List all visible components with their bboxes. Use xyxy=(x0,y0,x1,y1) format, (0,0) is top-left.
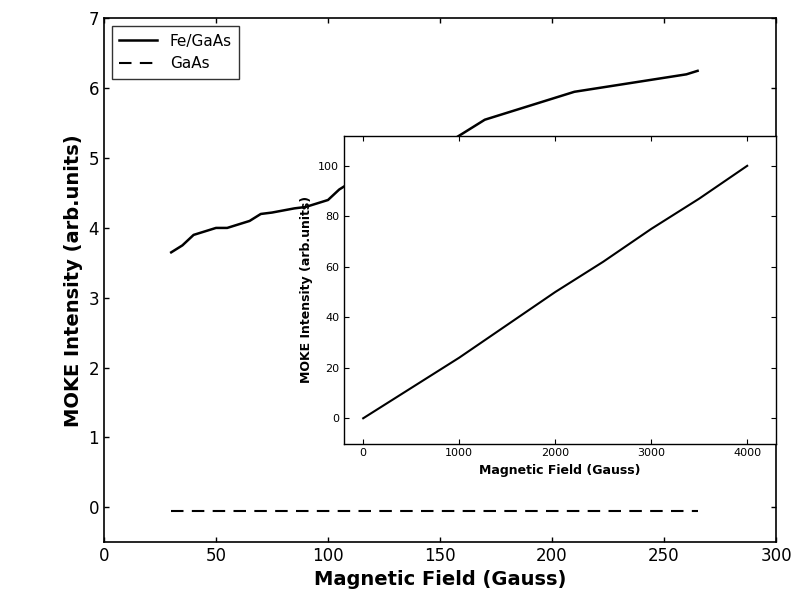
GaAs xyxy=(323,507,333,514)
Y-axis label: MOKE Intensity (arb.units): MOKE Intensity (arb.units) xyxy=(299,196,313,383)
Fe/GaAs xyxy=(368,172,378,179)
Fe/GaAs xyxy=(502,109,512,116)
Fe/GaAs xyxy=(234,221,243,228)
Fe/GaAs xyxy=(413,158,422,165)
Fe/GaAs xyxy=(178,241,187,249)
Fe/GaAs xyxy=(346,179,355,186)
Fe/GaAs xyxy=(458,130,467,137)
Fe/GaAs xyxy=(166,249,176,256)
Fe/GaAs xyxy=(222,224,232,232)
Fe/GaAs xyxy=(245,217,254,225)
GaAs xyxy=(547,507,557,514)
Fe/GaAs xyxy=(301,203,310,211)
Fe/GaAs xyxy=(379,168,389,176)
Fe/GaAs xyxy=(402,161,411,169)
Legend: Fe/GaAs, GaAs: Fe/GaAs, GaAs xyxy=(112,26,239,79)
Fe/GaAs xyxy=(278,207,288,214)
Fe/GaAs xyxy=(682,71,691,78)
Fe/GaAs xyxy=(211,224,221,232)
Fe/GaAs xyxy=(334,186,344,193)
Fe/GaAs xyxy=(290,205,299,212)
Y-axis label: MOKE Intensity (arb.units): MOKE Intensity (arb.units) xyxy=(64,134,83,427)
Fe/GaAs xyxy=(547,95,557,102)
Fe/GaAs xyxy=(200,228,210,235)
X-axis label: Magnetic Field (Gauss): Magnetic Field (Gauss) xyxy=(479,464,641,477)
Fe/GaAs xyxy=(693,67,702,75)
Fe/GaAs xyxy=(424,151,434,158)
Fe/GaAs xyxy=(570,88,579,95)
GaAs xyxy=(435,507,445,514)
Fe/GaAs xyxy=(592,84,602,92)
Fe/GaAs xyxy=(390,165,400,172)
Fe/GaAs xyxy=(480,116,490,123)
Fe/GaAs xyxy=(256,210,266,217)
GaAs xyxy=(693,507,702,514)
Line: Fe/GaAs: Fe/GaAs xyxy=(171,71,698,253)
Fe/GaAs xyxy=(189,231,198,238)
Fe/GaAs xyxy=(312,200,322,207)
Fe/GaAs xyxy=(435,144,445,152)
Fe/GaAs xyxy=(323,197,333,204)
Fe/GaAs xyxy=(525,102,534,110)
GaAs xyxy=(166,507,176,514)
Fe/GaAs xyxy=(637,78,646,85)
Fe/GaAs xyxy=(614,81,624,89)
Fe/GaAs xyxy=(357,176,366,183)
Fe/GaAs xyxy=(267,209,277,216)
X-axis label: Magnetic Field (Gauss): Magnetic Field (Gauss) xyxy=(314,570,566,590)
Fe/GaAs xyxy=(659,74,669,81)
